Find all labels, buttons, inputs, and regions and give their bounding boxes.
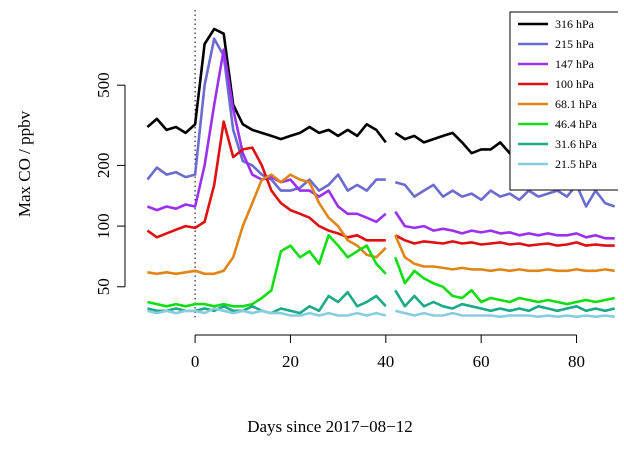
legend-label: 147 hPa bbox=[555, 57, 595, 71]
y-tick-label: 500 bbox=[94, 72, 113, 98]
series-line bbox=[147, 307, 615, 318]
series-line bbox=[147, 173, 615, 276]
legend-label: 316 hPa bbox=[555, 17, 595, 31]
plot-area: 316 hPa 215 hPa 147 hPa 100 hPa 68.1 hPa 46.4… bbox=[146, 10, 618, 318]
legend-label: 68.1 hPa bbox=[555, 97, 598, 111]
y-tick-label: 200 bbox=[94, 153, 113, 179]
y-axis-label: Max CO / ppbv bbox=[15, 110, 34, 217]
legend-label: 31.6 hPa bbox=[555, 137, 598, 151]
legend: 316 hPa 215 hPa 147 hPa 100 hPa 68.1 hPa 46.4… bbox=[509, 11, 618, 191]
y-tick-label: 50 bbox=[94, 278, 113, 295]
x-tick-label: 60 bbox=[473, 352, 490, 371]
x-axis-label: Days since 2017−08−12 bbox=[247, 417, 413, 436]
legend-label: 21.5 hPa bbox=[555, 157, 598, 171]
x-tick-label: 80 bbox=[568, 352, 585, 371]
series-line bbox=[147, 234, 615, 308]
x-tick-label: 20 bbox=[282, 352, 299, 371]
legend-box bbox=[509, 11, 618, 191]
legend-label: 46.4 hPa bbox=[555, 117, 598, 131]
x-tick-label: 0 bbox=[191, 352, 200, 371]
y-tick-label: 100 bbox=[94, 213, 113, 239]
x-tick-label: 40 bbox=[377, 352, 394, 371]
legend-label: 100 hPa bbox=[555, 77, 595, 91]
legend-label: 215 hPa bbox=[555, 37, 595, 51]
